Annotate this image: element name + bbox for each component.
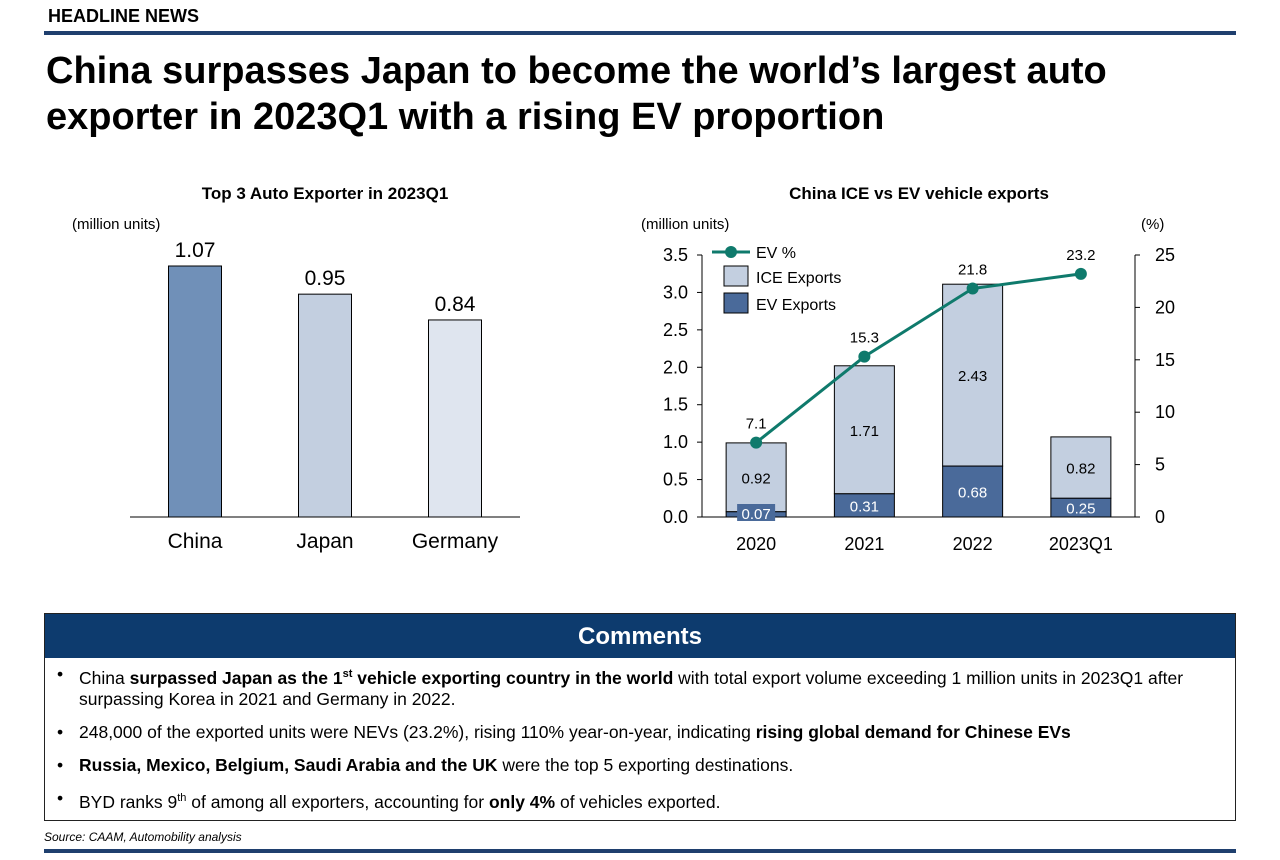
data-label: 1.07 [175,239,216,262]
y2-tick-label: 5 [1155,455,1165,475]
comments-list: China surpassed Japan as the 1st vehicle… [45,658,1235,813]
y-tick-label: 3.5 [663,245,688,265]
y-tick-label: 2.5 [663,320,688,340]
top-exporters-chart: Top 3 Auto Exporter in 2023Q1 (million un… [72,184,520,553]
source-note: Source: CAAM, Automobility analysis [44,830,242,844]
ev-percent-point [858,350,871,363]
comment-item: BYD ranks 9th of among all exporters, ac… [55,788,1223,813]
legend-swatch-ev [723,292,749,314]
ev-data-label: 0.07 [742,506,771,523]
ice-data-label: 0.92 [742,470,771,487]
section-label: HEADLINE NEWS [48,6,200,26]
top-divider [44,31,1236,35]
comment-text: China [79,667,130,688]
y-tick-label: 1.0 [663,432,688,452]
comment-item: China surpassed Japan as the 1st vehicle… [55,664,1223,710]
chart-title: China ICE vs EV vehicle exports [789,184,1049,203]
y-tick-label: 0.0 [663,507,688,527]
ev-data-label: 0.25 [1066,501,1095,518]
comment-emphasis: only 4% [488,791,556,812]
page-title: China surpasses Japan to become the worl… [46,50,1107,138]
ev-percent-label: 7.1 [746,416,767,433]
ev-percent-point [750,436,763,449]
bar-ev-2022 [942,465,1004,518]
comment-item: Russia, Mexico, Belgium, Saudi Arabia an… [55,755,1223,776]
x-tick-label: Japan [296,530,353,553]
comment-emphasis: vehicle exporting country in the world [352,667,674,688]
legend-label: ICE Exports [756,270,841,287]
ev-percent-label: 21.8 [958,262,987,279]
data-label: 0.84 [435,293,476,316]
legend-label: EV Exports [756,297,836,314]
ev-percent-point [1074,267,1087,280]
comment-text: of vehicles exported. [555,791,721,812]
x-tick-label: 2021 [844,534,884,554]
comment-text: BYD ranks 9 [79,791,178,812]
ev-percent-line [755,272,1082,444]
ice-vs-ev-chart: China ICE vs EV vehicle exports (million … [641,184,1175,554]
comment-text: of among all exporters, accounting for [186,791,489,812]
legend-line-marker [725,246,737,258]
bar-japan [298,293,352,518]
comments-panel: Comments China surpassed Japan as the 1s… [44,613,1236,821]
ev-data-label: 0.68 [958,485,987,502]
y-tick-label: 0.5 [663,470,688,490]
bar-ice-2023q1 [1050,436,1112,499]
ev-percent-point [966,282,979,295]
bar-ev-2021 [833,493,895,518]
comments-title: Comments [45,614,1235,658]
x-tick-label: 2022 [953,534,993,554]
y-axis-label: (million units) [72,216,160,233]
bar-ev-2023q1 [1050,497,1112,518]
comment-text: were the top 5 exporting destinations. [497,754,794,775]
comment-emphasis: rising global demand for Chinese EVs [755,721,1071,742]
y2-axis-label: (%) [1141,216,1164,233]
y2-tick-label: 0 [1155,507,1165,527]
y2-tick-label: 25 [1155,245,1175,265]
ev-data-label: 0.31 [850,498,879,515]
ev-percent-label: 23.2 [1066,247,1095,264]
ice-data-label: 1.71 [850,423,879,440]
y2-tick-label: 15 [1155,350,1175,370]
y2-tick-label: 20 [1155,297,1175,317]
ev-label-background [737,504,776,521]
legend-swatch-ice [723,265,749,287]
ice-data-label: 2.43 [958,368,987,385]
x-tick-label: China [168,530,223,553]
x-tick-label: Germany [412,530,499,553]
comment-emphasis: surpassed Japan as the 1 [129,667,343,688]
legend-label: EV % [756,245,796,262]
bar-germany [428,319,482,518]
y-tick-label: 3.0 [663,282,688,302]
y-axis-label: (million units) [641,216,729,233]
y-tick-label: 2.0 [663,357,688,377]
comment-emphasis: st [342,668,353,680]
comment-item: 248,000 of the exported units were NEVs … [55,722,1223,743]
comment-text: with total export volume exceeding 1 mil… [79,667,1184,709]
ice-data-label: 0.82 [1066,461,1095,478]
ev-percent-label: 15.3 [850,330,879,347]
x-tick-label: 2020 [736,534,776,554]
y-tick-label: 1.5 [663,395,688,415]
bar-china [168,265,222,518]
comment-emphasis: Russia, Mexico, Belgium, Saudi Arabia an… [79,754,498,775]
bottom-divider [44,849,1236,853]
y2-tick-label: 10 [1155,402,1175,422]
x-tick-label: 2023Q1 [1049,534,1113,554]
comment-text: 248,000 of the exported units were NEVs … [79,721,756,742]
data-label: 0.95 [305,267,346,290]
chart-title: Top 3 Auto Exporter in 2023Q1 [202,184,449,203]
comment-text: th [177,791,187,804]
